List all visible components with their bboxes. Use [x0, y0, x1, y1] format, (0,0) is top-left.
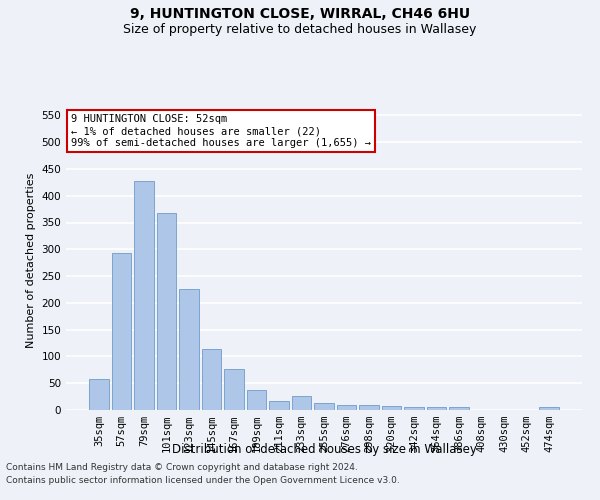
Bar	[382, 406, 401, 410]
Bar	[269, 401, 289, 410]
Bar	[539, 408, 559, 410]
Bar	[112, 253, 131, 410]
Text: Distribution of detached houses by size in Wallasey: Distribution of detached houses by size …	[172, 442, 476, 456]
Text: Contains public sector information licensed under the Open Government Licence v3: Contains public sector information licen…	[6, 476, 400, 485]
Bar	[292, 396, 311, 410]
Bar	[89, 380, 109, 410]
Text: 9, HUNTINGTON CLOSE, WIRRAL, CH46 6HU: 9, HUNTINGTON CLOSE, WIRRAL, CH46 6HU	[130, 8, 470, 22]
Bar	[449, 407, 469, 410]
Text: 9 HUNTINGTON CLOSE: 52sqm
← 1% of detached houses are smaller (22)
99% of semi-d: 9 HUNTINGTON CLOSE: 52sqm ← 1% of detach…	[71, 114, 371, 148]
Bar	[404, 408, 424, 410]
Bar	[314, 402, 334, 410]
Text: Size of property relative to detached houses in Wallasey: Size of property relative to detached ho…	[124, 22, 476, 36]
Bar	[134, 180, 154, 410]
Bar	[427, 408, 446, 410]
Y-axis label: Number of detached properties: Number of detached properties	[26, 172, 36, 348]
Bar	[202, 350, 221, 410]
Bar	[337, 404, 356, 410]
Bar	[179, 289, 199, 410]
Bar	[247, 390, 266, 410]
Bar	[224, 370, 244, 410]
Bar	[157, 213, 176, 410]
Bar	[359, 404, 379, 410]
Text: Contains HM Land Registry data © Crown copyright and database right 2024.: Contains HM Land Registry data © Crown c…	[6, 464, 358, 472]
